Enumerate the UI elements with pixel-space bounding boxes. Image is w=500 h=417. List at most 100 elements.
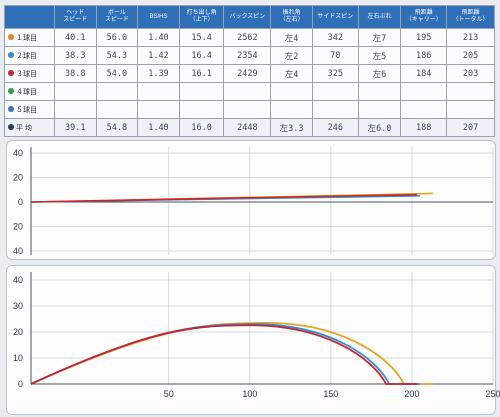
- column-header-line: 打ち出し角: [186, 10, 217, 16]
- table-row[interactable]: ３球目 38.8 54.0 1.39 16.1 2429 左4 325 左6 184 203: [4, 64, 495, 83]
- side-view-chart-panel: 50 100 150 200 250 40 30 20 10 0: [6, 265, 500, 415]
- table-row[interactable]: ４球目: [4, 82, 495, 101]
- table-cell: 205: [446, 46, 495, 65]
- column-header-line: スピード: [63, 17, 88, 23]
- column-header: [4, 5, 55, 29]
- shot-color-dot-icon: [8, 123, 14, 130]
- shot-color-dot-icon: [8, 87, 14, 94]
- row-label-cell: 平 均: [4, 118, 55, 137]
- column-header-line: ボール: [107, 10, 126, 16]
- table-cell: 2562: [223, 28, 272, 47]
- y-tick-label: 30: [13, 301, 23, 311]
- table-cell: [446, 82, 495, 101]
- column-header: 打ち出し角 （上下）: [178, 5, 225, 29]
- column-header: サイドスピン: [311, 5, 359, 29]
- table-cell: 70: [311, 46, 359, 65]
- table-cell: [357, 82, 402, 101]
- column-header-line: サイドスピン: [317, 13, 354, 20]
- table-cell: 2448: [223, 118, 272, 137]
- x-tick-label: 150: [323, 389, 338, 399]
- table-row[interactable]: 平 均 39.1 54.8 1.40 16.0 2448 左3.3 246 左6.0 188 207: [4, 118, 495, 137]
- row-label: ４球目: [16, 88, 37, 96]
- table-cell: [178, 82, 225, 101]
- table-cell: 左3.3: [270, 118, 313, 137]
- y-tick-label: 0: [18, 197, 23, 207]
- shot-trajectory-arc: [30, 324, 417, 385]
- column-header-line: ヘッド: [66, 10, 85, 16]
- x-tick-label: 100: [242, 389, 257, 399]
- table-cell: [53, 82, 97, 101]
- table-cell: [137, 100, 180, 119]
- table-cell: 186: [400, 46, 448, 65]
- table-cell: 54.3: [95, 46, 139, 65]
- column-header-line: 飛距離: [461, 10, 480, 16]
- column-header-line: BS/HS: [149, 13, 168, 20]
- table-header-row: ヘッド スピード ボール スピード BS/HS 打ち出し角 （上下） バックスピン 振れ角 （左右…: [4, 5, 495, 29]
- table-cell: 2429: [223, 64, 272, 83]
- table-cell: [53, 100, 97, 119]
- shot-color-dot-icon: [8, 69, 14, 76]
- column-header: BS/HS: [137, 5, 180, 29]
- row-label-cell: ４球目: [4, 82, 55, 101]
- table-cell: 54.0: [95, 64, 139, 83]
- column-header-line: （キャリー）: [405, 17, 442, 23]
- shot-data-table: ヘッド スピード ボール スピード BS/HS 打ち出し角 （上下） バックスピン 振れ角 （左右…: [4, 5, 495, 137]
- shot-color-dot-icon: [8, 105, 14, 112]
- y-tick-label: 40: [13, 148, 23, 158]
- table-cell: 左4: [270, 64, 313, 83]
- table-cell: 1.39: [137, 64, 180, 83]
- table-cell: 184: [400, 64, 448, 83]
- table-cell: 39.1: [53, 118, 97, 137]
- table-cell: [137, 82, 180, 101]
- column-header: 飛距離 （キャリー）: [400, 5, 448, 29]
- shot-color-dot-icon: [8, 51, 14, 58]
- column-header: ヘッド スピード: [53, 5, 97, 29]
- table-cell: 左7: [357, 28, 402, 47]
- table-row[interactable]: ５球目: [4, 100, 495, 119]
- column-header: ボール スピード: [95, 5, 139, 29]
- x-tick-label: 200: [404, 389, 419, 399]
- table-cell: 1.40: [137, 28, 180, 47]
- table-cell: 40.1: [53, 28, 97, 47]
- table-cell: 1.40: [137, 118, 180, 137]
- table-cell: 15.4: [178, 28, 225, 47]
- x-tick-label: 250: [485, 389, 500, 399]
- table-row[interactable]: ２球目 38.3 54.3 1.42 16.4 2354 左2 70 左5 186 205: [4, 46, 495, 65]
- column-header: 振れ角 （左右）: [270, 5, 313, 29]
- table-cell: 207: [446, 118, 495, 137]
- y-tick-label: 40: [13, 275, 23, 285]
- table-cell: 2354: [223, 46, 272, 65]
- row-label: ３球目: [16, 70, 37, 78]
- y-tick-label: 40: [13, 246, 23, 256]
- row-label: ２球目: [16, 52, 37, 60]
- shot-trajectory-line: [30, 193, 417, 203]
- table-cell: [270, 100, 313, 119]
- row-label-cell: １球目: [4, 28, 55, 47]
- row-label-cell: ２球目: [4, 46, 55, 65]
- y-tick-label: 10: [13, 353, 23, 363]
- table-cell: 左6.0: [357, 118, 402, 137]
- table-cell: [95, 82, 139, 101]
- table-cell: [223, 82, 272, 101]
- row-label: 平 均: [16, 124, 32, 132]
- column-header-line: （左右）: [279, 17, 304, 23]
- table-cell: 188: [400, 118, 448, 137]
- table-cell: [400, 82, 448, 101]
- table-cell: 左4: [270, 28, 313, 47]
- shot-trajectory-arc: [30, 323, 421, 385]
- table-cell: 16.0: [178, 118, 225, 137]
- table-row[interactable]: １球目 40.1 56.0 1.40 15.4 2562 左4 342 左7 195 213: [4, 28, 495, 47]
- table-cell: [223, 100, 272, 119]
- table-cell: 16.1: [178, 64, 225, 83]
- column-header: 飛距離 （トータル）: [446, 5, 495, 29]
- row-label-cell: ５球目: [4, 100, 55, 119]
- column-header-line: スピード: [104, 17, 129, 23]
- top-view-chart-panel: 40 20 0 20 40: [6, 140, 496, 260]
- table-cell: [400, 100, 448, 119]
- table-cell: 左6: [357, 64, 402, 83]
- table-cell: 213: [446, 28, 495, 47]
- y-tick-label: 20: [13, 222, 23, 232]
- column-header: バックスピン: [223, 5, 272, 29]
- y-tick-label: 20: [13, 327, 23, 337]
